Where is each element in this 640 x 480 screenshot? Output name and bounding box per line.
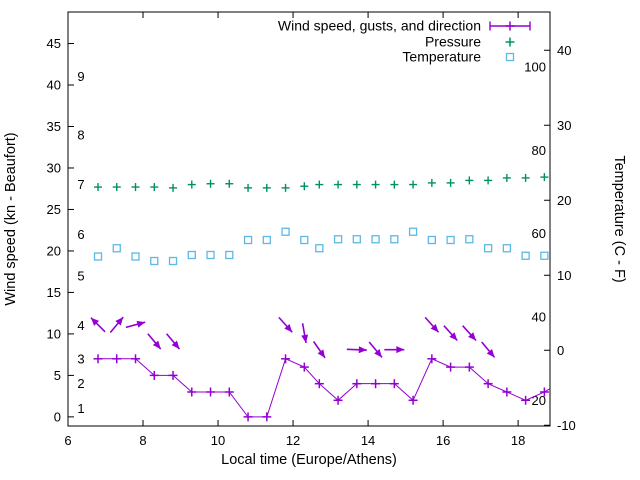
celsius-tick-label: -10 bbox=[557, 418, 576, 433]
wind-arrow-head bbox=[284, 323, 293, 333]
x-tick-label: 8 bbox=[139, 433, 146, 448]
temperature-point bbox=[187, 250, 196, 260]
temperature-point bbox=[371, 235, 380, 244]
temperature-point bbox=[465, 235, 474, 244]
fahrenheit-label: 100 bbox=[524, 59, 546, 74]
knots-tick-label: 10 bbox=[47, 326, 61, 341]
beaufort-label: 4 bbox=[77, 318, 84, 333]
fahrenheit-label: 40 bbox=[532, 309, 546, 324]
temperature-point bbox=[315, 244, 324, 253]
knots-tick-label: 0 bbox=[54, 409, 61, 424]
plot-border bbox=[67, 11, 551, 427]
temperature-point bbox=[300, 235, 309, 245]
legend-label: Pressure bbox=[425, 34, 481, 50]
temperature-point bbox=[408, 227, 418, 236]
beaufort-label: 6 bbox=[77, 227, 84, 242]
temperature-point bbox=[483, 244, 493, 253]
beaufort-label: 8 bbox=[77, 127, 84, 142]
wind-arrow-head bbox=[396, 346, 405, 354]
celsius-tick-label: 30 bbox=[557, 118, 571, 133]
wind-arrow-head bbox=[152, 340, 161, 350]
celsius-tick-label: 40 bbox=[557, 43, 571, 58]
beaufort-label: 7 bbox=[77, 177, 84, 192]
wind-direction-arrows bbox=[90, 316, 496, 359]
x-tick-label: 6 bbox=[64, 433, 71, 448]
temperature-point bbox=[521, 251, 530, 260]
legend-label: Temperature bbox=[402, 49, 481, 65]
temperature-point bbox=[225, 250, 234, 260]
knots-tick-label: 45 bbox=[47, 36, 61, 51]
knots-tick-label: 25 bbox=[47, 202, 61, 217]
temperature-point bbox=[281, 227, 290, 236]
temperature-point bbox=[540, 251, 549, 260]
knots-tick-label: 5 bbox=[54, 368, 61, 383]
wind-arrow-head bbox=[486, 348, 495, 358]
celsius-tick-label: 10 bbox=[557, 268, 571, 283]
temperature-point bbox=[206, 250, 215, 260]
temperature-point bbox=[502, 244, 512, 253]
x-tick-label: 18 bbox=[511, 433, 525, 448]
knots-tick-label: 20 bbox=[47, 243, 61, 258]
temperature-point bbox=[390, 235, 399, 244]
x-tick-label: 14 bbox=[361, 433, 375, 448]
pressure-series bbox=[94, 173, 549, 192]
wind-arrow-head bbox=[115, 317, 124, 326]
right-axis-title: Temperature (C - F) bbox=[611, 155, 627, 282]
temperature-point bbox=[112, 244, 121, 253]
knots-tick-label: 40 bbox=[47, 78, 61, 93]
x-tick-label: 12 bbox=[286, 433, 300, 448]
beaufort-label: 2 bbox=[77, 376, 84, 391]
fahrenheit-label: 80 bbox=[532, 143, 546, 158]
celsius-tick-label: 20 bbox=[557, 193, 571, 208]
beaufort-label: 5 bbox=[77, 268, 84, 283]
x-tick-label: 16 bbox=[436, 433, 450, 448]
beaufort-label: 1 bbox=[77, 401, 84, 416]
knots-tick-label: 35 bbox=[47, 119, 61, 134]
temperature-point bbox=[262, 235, 271, 245]
x-axis-title: Local time (Europe/Athens) bbox=[221, 452, 397, 468]
temperature-point bbox=[352, 235, 361, 244]
legend: Wind speed, gusts, and directionPressure… bbox=[278, 18, 531, 65]
wind-arrow-head bbox=[449, 332, 458, 341]
left-axis-title: Wind speed (kn - Beaufort) bbox=[3, 132, 19, 305]
knots-tick-label: 30 bbox=[47, 160, 61, 175]
wind-arrow-head bbox=[358, 346, 367, 354]
wind-arrow-head bbox=[468, 332, 477, 341]
beaufort-label: 3 bbox=[77, 351, 84, 366]
wind-series bbox=[93, 354, 551, 422]
wind-arrow-head bbox=[374, 348, 383, 358]
temperature-point bbox=[333, 235, 343, 244]
legend-label: Wind speed, gusts, and direction bbox=[278, 18, 481, 34]
celsius-tick-label: 0 bbox=[557, 343, 564, 358]
beaufort-label: 9 bbox=[77, 69, 84, 84]
temperature-point bbox=[93, 252, 103, 261]
x-tick-label: 10 bbox=[211, 433, 225, 448]
wind-arrow-head bbox=[317, 349, 326, 358]
wind-speed-line bbox=[98, 358, 551, 418]
temperature-series bbox=[93, 227, 549, 266]
wind-arrow-head bbox=[430, 323, 439, 333]
wind-arrow-head bbox=[90, 317, 100, 326]
wind-arrow-head bbox=[136, 320, 146, 328]
temperature-point bbox=[150, 256, 159, 266]
knots-tick-label: 15 bbox=[47, 285, 61, 300]
wind-arrow-head bbox=[301, 334, 309, 343]
temperature-point bbox=[131, 252, 140, 261]
temperature-point bbox=[446, 235, 455, 245]
temperature-point bbox=[427, 235, 436, 245]
fahrenheit-label: 60 bbox=[532, 226, 546, 241]
temperature-point bbox=[168, 256, 178, 266]
temperature-point bbox=[243, 235, 253, 245]
wind-arrow-head bbox=[171, 340, 180, 350]
